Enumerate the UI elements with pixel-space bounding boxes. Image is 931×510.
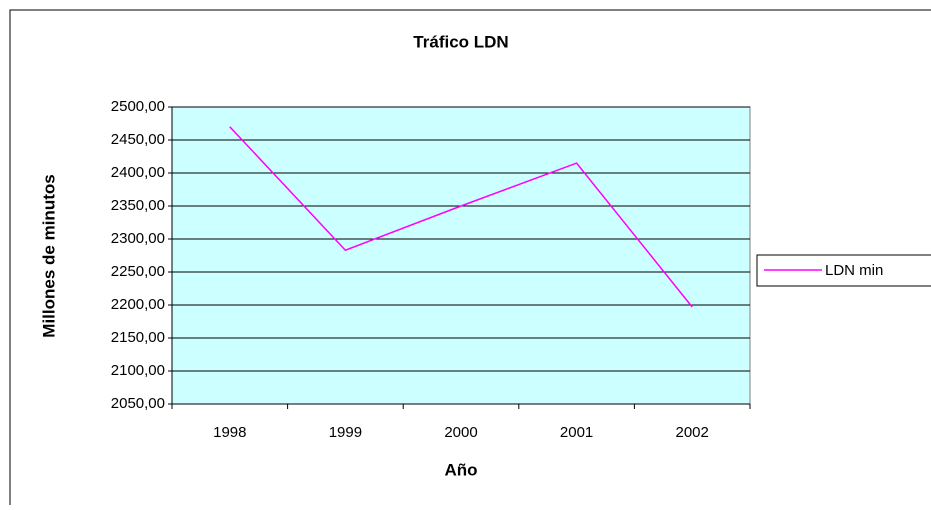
- y-tick-label: 2400,00: [111, 164, 165, 181]
- y-tick-label: 2150,00: [111, 329, 165, 346]
- x-tick-label: 2001: [560, 424, 593, 441]
- y-tick-label: 2350,00: [111, 197, 165, 214]
- y-tick-label: 2500,00: [111, 98, 165, 115]
- y-tick-label: 2100,00: [111, 362, 165, 379]
- y-tick-label: 2050,00: [111, 395, 165, 412]
- line-series: [229, 126, 693, 308]
- x-tick-label: 2000: [444, 424, 477, 441]
- x-tick-label: 1999: [329, 424, 362, 441]
- y-tick-label: 2300,00: [111, 230, 165, 247]
- plot-area: [171, 106, 751, 405]
- x-axis-label: Año: [444, 460, 477, 479]
- legend-label: LDN min: [825, 262, 883, 279]
- y-tick-label: 2200,00: [111, 296, 165, 313]
- y-tick-label: 2450,00: [111, 131, 165, 148]
- x-tick-label: 1998: [213, 424, 246, 441]
- chart-title: Tráfico LDN: [413, 32, 508, 51]
- y-axis-label: Millones de minutos: [39, 174, 58, 337]
- y-tick-label: 2250,00: [111, 263, 165, 280]
- x-tick-label: 2002: [676, 424, 709, 441]
- chart-border: [9, 9, 931, 505]
